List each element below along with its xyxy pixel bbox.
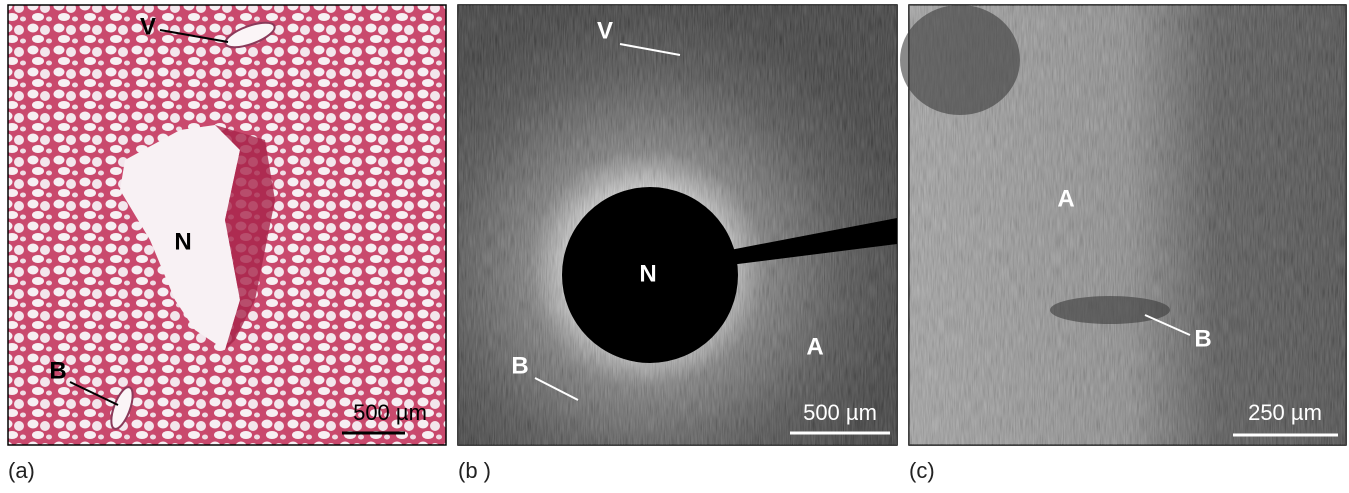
panel-a: V N B 500 µm [8, 5, 446, 445]
annotation: B [511, 352, 528, 379]
annotation: N [174, 228, 191, 255]
panel-caption: (b ) [458, 458, 491, 483]
annotation: V [597, 17, 613, 44]
annotation: B [1194, 325, 1211, 352]
figure: V N B 500 µm V N A B 500 µm A B 250 µm (… [0, 0, 1349, 493]
annotation: A [1057, 185, 1074, 212]
annotation: N [639, 260, 656, 287]
dark-region [900, 5, 1020, 115]
panel-caption: (c) [909, 458, 935, 483]
dark-region [1050, 296, 1170, 324]
annotation: A [806, 333, 823, 360]
panel-c: A B 250 µm [900, 5, 1346, 445]
scale-bar-label: 250 µm [1248, 400, 1322, 425]
annotation: B [49, 357, 66, 384]
panel-b: V N A B 500 µm [458, 5, 897, 445]
scale-bar-label: 500 µm [353, 400, 427, 425]
panel-caption: (a) [8, 458, 35, 483]
annotation: V [140, 13, 156, 40]
scale-bar-label: 500 µm [803, 400, 877, 425]
